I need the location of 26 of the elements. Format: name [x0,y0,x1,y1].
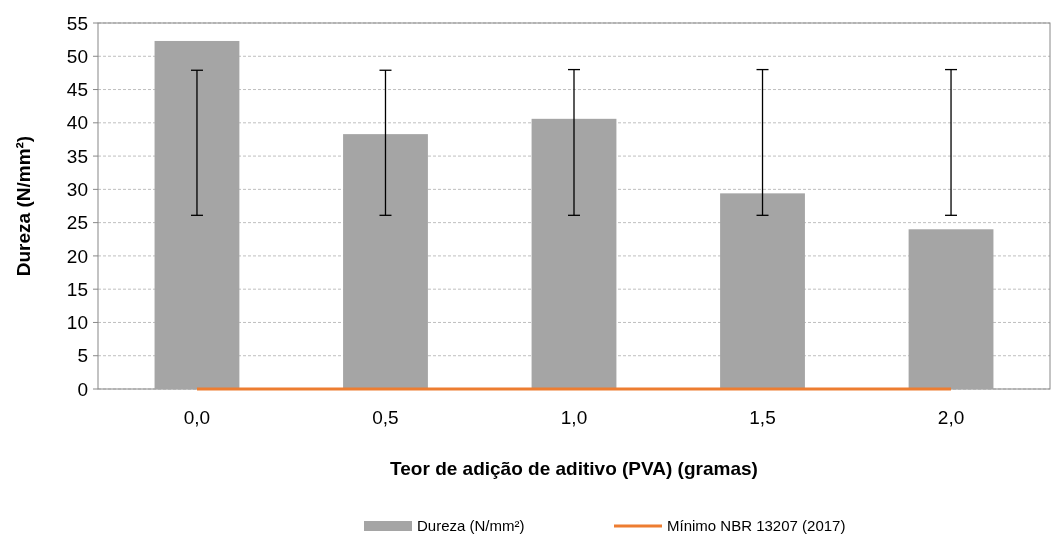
x-axis-title: Teor de adição de aditivo (PVA) (gramas) [390,458,758,479]
x-tick-label: 0,5 [372,407,399,428]
y-tick-label: 0 [77,378,88,400]
y-tick-label: 20 [66,245,88,267]
x-tick-label: 2,0 [937,407,965,428]
y-tick-label: 45 [66,79,88,101]
y-axis-title: Dureza (N/mm²) [13,135,34,277]
y-tick-label: 35 [66,145,88,167]
y-tick-label: 55 [66,12,88,34]
legend-label: Dureza (N/mm²) [417,517,525,535]
y-tick-label: 5 [77,345,88,367]
bar [908,229,994,389]
bar [531,118,617,389]
y-tick-label: 30 [66,179,88,201]
y-tick-label: 25 [66,212,88,234]
bar [154,40,240,389]
y-tick-label: 40 [66,112,88,134]
y-tick-label: 10 [66,312,88,334]
bar [343,134,428,389]
y-tick-label: 50 [66,45,88,67]
legend-label: Mínimo NBR 13207 (2017) [667,517,846,535]
x-tick-label: 1,0 [560,407,588,428]
x-tick-label: 1,5 [749,407,776,428]
bar [720,193,805,389]
x-tick-label: 0,0 [183,407,211,428]
y-tick-label: 15 [66,278,88,300]
